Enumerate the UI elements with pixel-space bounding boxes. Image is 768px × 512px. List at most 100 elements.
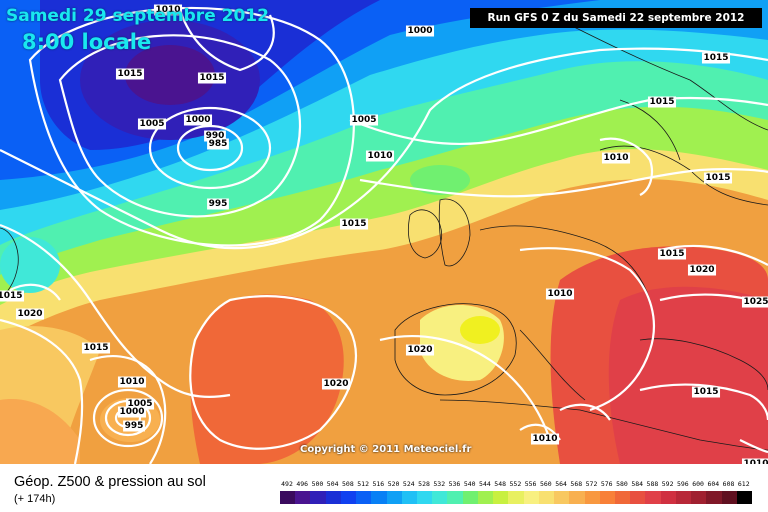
- legend-label: 568: [570, 480, 583, 488]
- legend-swatch: [371, 491, 388, 504]
- legend-label: 572: [585, 480, 598, 488]
- isobar-label-background: [153, 4, 183, 16]
- legend-label: 512: [357, 480, 369, 488]
- legend-swatches: [280, 491, 753, 504]
- legend-swatch: [356, 491, 372, 504]
- isobar-label-background: [117, 406, 147, 418]
- isobar-label: 1010: [743, 459, 768, 464]
- isobar-label: 1000: [185, 115, 210, 125]
- isobar-label-background: [125, 398, 155, 410]
- isobar-label: 1010: [155, 5, 180, 15]
- legend-swatch: [340, 491, 357, 504]
- isobar-label: 1010: [603, 153, 628, 163]
- map-title: Géop. Z500 & pression au sol: [14, 474, 206, 490]
- legend-swatch: [417, 491, 433, 504]
- legend-label: 532: [433, 480, 446, 488]
- isobar-label-background: [197, 72, 227, 84]
- legend-label: 520: [387, 480, 400, 488]
- z500-ridge-east-core: [608, 286, 768, 464]
- isobar-label: 995: [125, 421, 144, 431]
- legend-swatch: [280, 491, 296, 504]
- legend-label: 524: [402, 480, 415, 488]
- legend-swatch: [493, 491, 509, 504]
- legend-swatch: [660, 491, 677, 504]
- isobar-label-background: [137, 118, 167, 130]
- isobar-label-background: [741, 296, 768, 308]
- legend-label: 504: [326, 480, 339, 488]
- legend-label: 596: [676, 480, 689, 488]
- forecast-time: 8:00 locale: [22, 30, 152, 54]
- isobar-label: 1005: [351, 115, 376, 125]
- isobar-label-background: [405, 344, 435, 356]
- isobar-label: 1010: [367, 151, 392, 161]
- isobar-label: 1010: [547, 289, 572, 299]
- isobar-label: 1000: [119, 407, 144, 417]
- isobar-label-background: [647, 96, 677, 108]
- legend-label: 564: [555, 480, 567, 488]
- legend-label: 548: [494, 480, 507, 488]
- isobar-label: 985: [209, 139, 228, 149]
- legend-label: 492: [281, 480, 293, 488]
- legend-label: 588: [646, 480, 659, 488]
- isobar-label: 995: [209, 199, 228, 209]
- isobar-label: 1015: [703, 53, 728, 63]
- legend-label: 560: [539, 480, 552, 488]
- isobar-label-background: [691, 386, 721, 398]
- isobar-label: 1020: [689, 265, 714, 275]
- legend-label: 552: [509, 480, 522, 488]
- isobar-label: 1020: [323, 379, 348, 389]
- isobar-label-background: [15, 308, 45, 320]
- isobar-label-background: [687, 264, 717, 276]
- legend-swatch: [706, 491, 723, 504]
- legend-swatch: [508, 491, 525, 504]
- legend-label: 536: [448, 480, 461, 488]
- legend-swatch: [630, 491, 646, 504]
- isobar-label: 1015: [659, 249, 684, 259]
- isobar-label-background: [204, 130, 226, 142]
- isobar-label-background: [339, 218, 369, 230]
- z500-trough-center: [125, 45, 215, 105]
- isobar-label-background: [115, 68, 145, 80]
- isobar-label-background: [530, 433, 560, 445]
- isobar-label-background: [321, 378, 351, 390]
- legend-label: 500: [311, 480, 324, 488]
- forecast-lead: (+ 174h): [14, 493, 56, 505]
- z500-iberia-core: [460, 316, 500, 344]
- isobar-label-background: [741, 458, 768, 464]
- isobar-label: 1020: [17, 309, 42, 319]
- legend-swatch: [569, 491, 585, 504]
- legend-label: 540: [463, 480, 476, 488]
- isobar-label: 1010: [119, 377, 144, 387]
- legend-swatch: [432, 491, 448, 504]
- legend-swatch: [614, 491, 631, 504]
- coastlines: [0, 19, 768, 451]
- legend-label: 584: [631, 480, 644, 488]
- legend-swatch: [295, 491, 311, 504]
- z500-ireland-green: [410, 165, 470, 195]
- isobar-label-background: [207, 138, 229, 150]
- legend-label: 580: [616, 480, 628, 488]
- legend-label: 516: [372, 480, 385, 488]
- legend-swatch: [554, 491, 570, 504]
- legend-swatch: [721, 491, 738, 504]
- legend-swatch: [325, 491, 342, 504]
- isobar-label: 1015: [705, 173, 730, 183]
- isobar-label: 1000: [407, 26, 432, 36]
- isobar-label-background: [657, 248, 687, 260]
- footer-bar: [0, 464, 768, 512]
- isobar-label-background: [123, 420, 145, 432]
- legend-label: 508: [342, 480, 354, 488]
- isobar-label: 1010: [532, 434, 557, 444]
- z500-ridge-atlantic: [190, 294, 344, 464]
- legend-label: 600: [692, 480, 704, 488]
- isobar-label-background: [0, 290, 25, 302]
- isobar-label: 1015: [117, 69, 142, 79]
- legend-swatch: [386, 491, 403, 504]
- legend-label: 576: [600, 480, 613, 488]
- legend-label: 592: [661, 480, 674, 488]
- legend-swatch: [645, 491, 662, 504]
- isobar-label-background: [183, 114, 213, 126]
- legend-swatch: [523, 491, 540, 504]
